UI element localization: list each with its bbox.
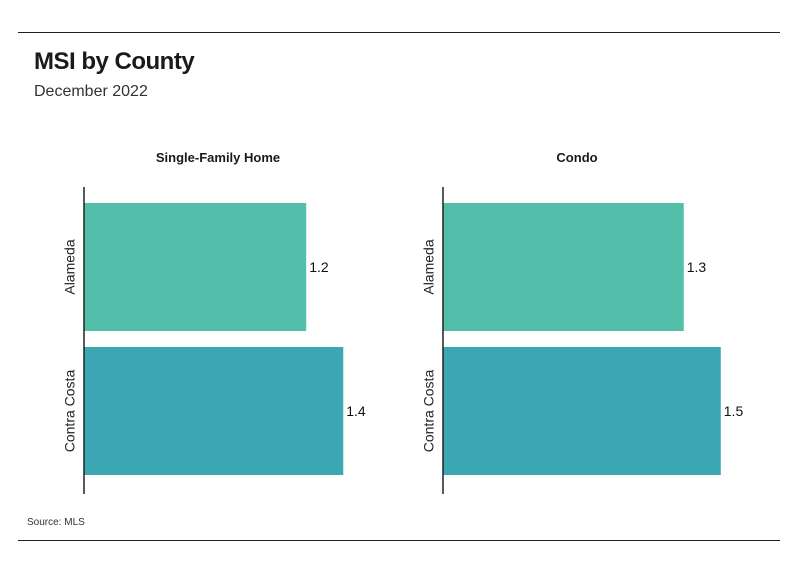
panel-condo: Condo 1.3 Alameda 1.5 Contra Costa <box>421 150 744 494</box>
category-label-single-family-home-alameda: Alameda <box>62 239 78 294</box>
panel-title: Condo <box>556 150 597 165</box>
value-label-single-family-home-alameda: 1.2 <box>309 259 329 275</box>
category-label-single-family-home-contra-costa: Contra Costa <box>62 370 78 453</box>
panel-title: Single-Family Home <box>156 150 280 165</box>
bar-condo-contra-costa <box>443 347 721 475</box>
value-label-condo-contra-costa: 1.5 <box>724 403 744 419</box>
bar-single-family-home-alameda <box>84 203 307 331</box>
category-label-condo-contra-costa: Contra Costa <box>421 370 437 453</box>
top-rule <box>18 32 780 33</box>
chart-title: MSI by County <box>34 48 195 75</box>
source-note: Source: MLS <box>27 517 85 528</box>
bar-single-family-home-contra-costa <box>84 347 344 475</box>
category-label-condo-alameda: Alameda <box>421 239 437 294</box>
value-label-condo-alameda: 1.3 <box>687 259 707 275</box>
bar-condo-alameda <box>443 203 684 331</box>
value-label-single-family-home-contra-costa: 1.4 <box>346 403 366 419</box>
panel-single-family-home: Single-Family Home 1.2 Alameda 1.4 Contra Co… <box>62 150 366 494</box>
bottom-rule <box>18 540 780 541</box>
chart-subtitle: December 2022 <box>34 83 148 100</box>
